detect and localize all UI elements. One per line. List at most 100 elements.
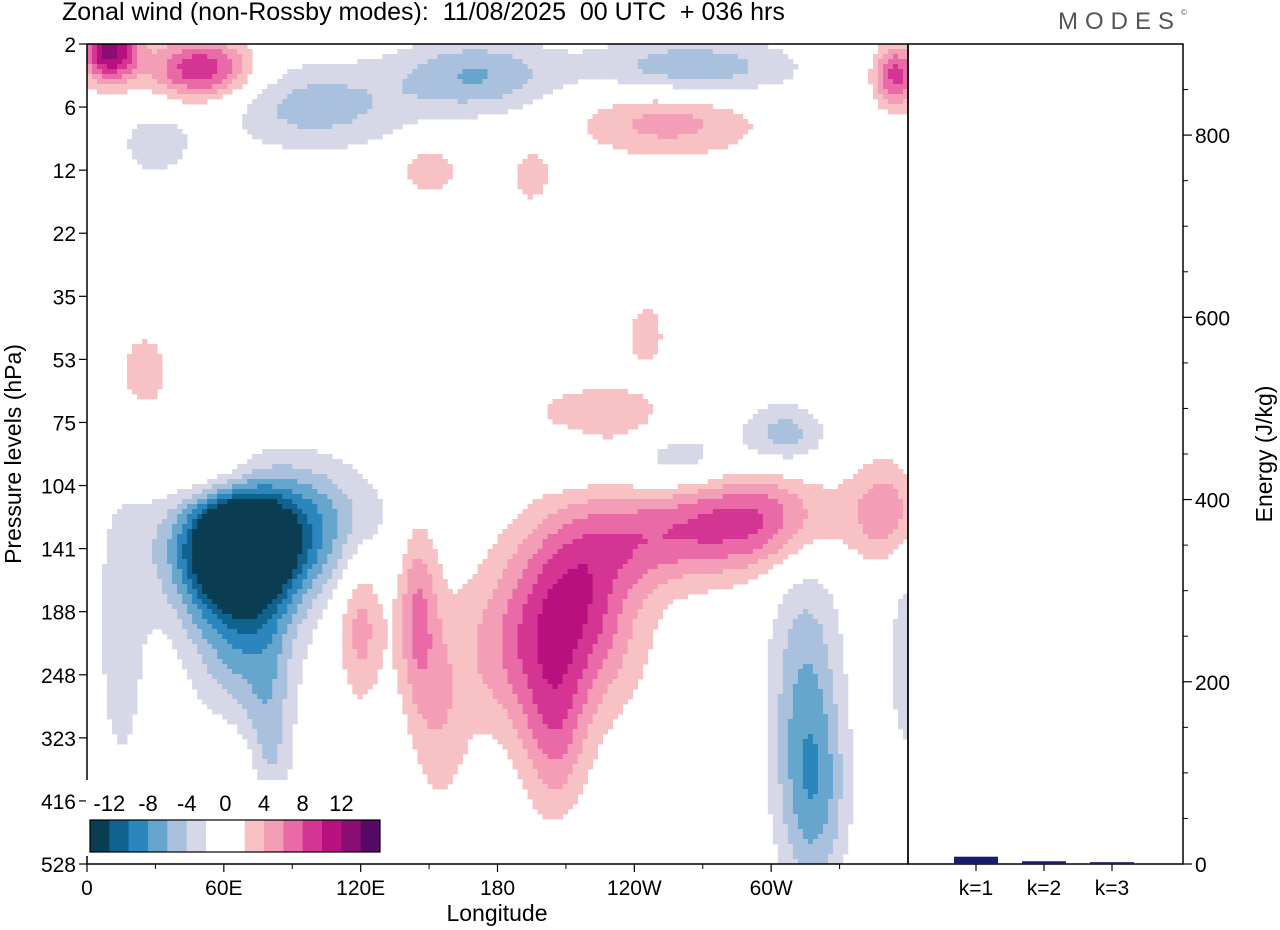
heat-cell	[147, 144, 153, 150]
heat-cell	[512, 569, 518, 575]
heat-cell	[192, 519, 198, 525]
heat-cell	[152, 149, 158, 155]
heat-cell	[837, 514, 844, 520]
heat-cell	[627, 139, 634, 145]
heat-cell	[262, 94, 268, 100]
heat-cell	[867, 479, 874, 485]
heat-cell	[802, 449, 809, 455]
heat-cell	[312, 564, 318, 570]
heat-cell	[207, 479, 213, 485]
heat-cell	[732, 124, 739, 130]
heat-cell	[892, 484, 899, 490]
heat-cell	[507, 59, 513, 65]
heat-cell	[602, 404, 609, 410]
heat-cell	[127, 544, 133, 550]
heat-cell	[692, 59, 699, 65]
heat-cell	[407, 79, 413, 85]
heat-cell	[172, 539, 178, 545]
heat-cell	[777, 54, 784, 60]
heat-cell	[607, 64, 614, 70]
heat-cell	[362, 119, 368, 125]
heat-cell	[252, 104, 258, 110]
heat-cell	[612, 504, 619, 510]
heat-cell	[97, 69, 103, 75]
heat-cell	[587, 424, 594, 430]
heat-cell	[497, 64, 503, 70]
heat-cell	[127, 369, 133, 375]
heat-cell	[662, 104, 669, 110]
heat-cell	[637, 124, 644, 130]
heat-cell	[692, 139, 699, 145]
heat-cell	[467, 114, 473, 120]
heat-cell	[122, 544, 128, 550]
heat-cell	[602, 554, 609, 560]
heat-cell	[177, 504, 183, 510]
heat-cell	[162, 569, 168, 575]
heat-cell	[307, 134, 313, 140]
heat-cell	[337, 144, 343, 150]
heat-cell	[802, 409, 809, 415]
heat-cell	[267, 469, 273, 475]
heat-cell	[572, 64, 578, 70]
heat-cell	[487, 99, 493, 105]
heat-cell	[712, 524, 719, 530]
heat-cell	[687, 139, 694, 145]
heat-cell	[222, 504, 228, 510]
heat-cell	[512, 559, 518, 565]
heat-cell	[632, 409, 639, 415]
heat-cell	[262, 479, 268, 485]
heat-cell	[712, 84, 719, 90]
heat-cell	[127, 534, 133, 540]
heat-cell	[147, 164, 153, 170]
heat-cell	[732, 509, 739, 515]
heat-cell	[737, 479, 744, 485]
heat-cell	[652, 119, 659, 125]
heat-cell	[607, 559, 614, 565]
heat-cell	[217, 529, 223, 535]
heat-cell	[782, 414, 789, 420]
heat-cell	[282, 554, 288, 560]
heat-cell	[782, 444, 789, 450]
heat-cell	[742, 544, 749, 550]
heat-cell	[297, 559, 303, 565]
heat-cell	[252, 489, 258, 495]
heat-cell	[597, 74, 604, 80]
heat-cell	[622, 484, 629, 490]
heat-cell	[287, 494, 293, 500]
heat-cell	[602, 524, 609, 530]
heat-cell	[257, 109, 263, 115]
heat-cell	[347, 89, 353, 95]
heat-cell	[137, 364, 143, 370]
heat-cell	[412, 109, 418, 115]
heat-cell	[682, 514, 689, 520]
heat-cell	[297, 114, 303, 120]
heat-cell	[247, 539, 253, 545]
heat-cell	[387, 69, 393, 75]
heat-cell	[317, 104, 323, 110]
heat-cell	[257, 114, 263, 120]
heat-cell	[232, 54, 238, 60]
heat-cell	[287, 484, 293, 490]
heat-cell	[152, 134, 158, 140]
heat-cell	[677, 139, 684, 145]
heat-cell	[457, 64, 463, 70]
heat-cell	[527, 164, 533, 170]
heat-cell	[687, 529, 694, 535]
heat-cell	[117, 554, 123, 560]
heat-cell	[512, 539, 518, 545]
heat-cell	[462, 59, 468, 65]
heat-cell	[612, 499, 619, 505]
heat-cell	[177, 134, 183, 140]
heat-cell	[802, 494, 809, 500]
heat-cell	[277, 559, 283, 565]
heat-cell	[687, 129, 694, 135]
heat-cell	[412, 74, 418, 80]
heat-cell	[672, 144, 679, 150]
heat-cell	[132, 549, 138, 555]
heat-cell	[352, 504, 358, 510]
heat-cell	[677, 499, 684, 505]
heat-cell	[382, 59, 388, 65]
heat-cell	[362, 69, 368, 75]
heat-cell	[292, 79, 298, 85]
heat-cell	[182, 59, 188, 65]
